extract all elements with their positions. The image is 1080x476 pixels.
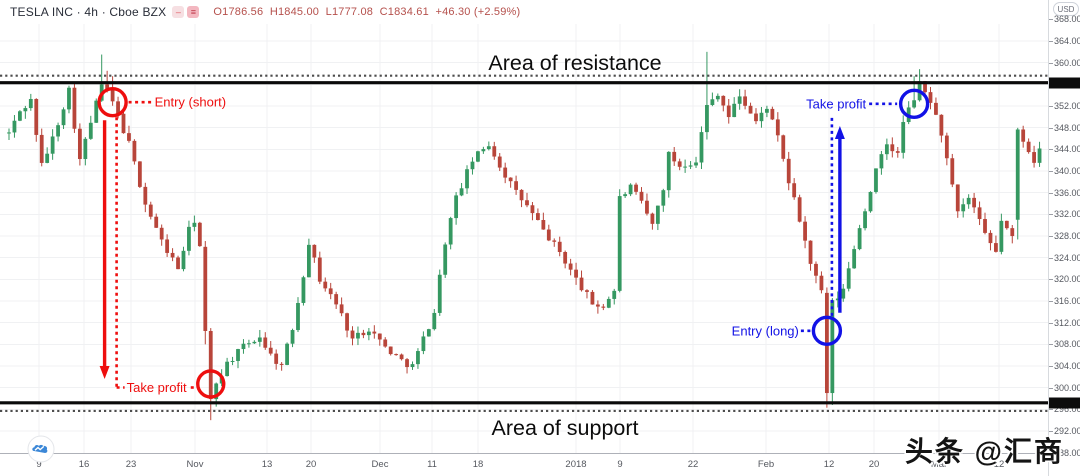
ohlc-readout: O1786.56 H1845.00 L1777.08 C1834.61 +46.… (213, 6, 521, 18)
time-axis-label: 18 (472, 459, 484, 470)
time-axis-label: 20 (305, 459, 317, 470)
short-arrow-head (99, 366, 110, 379)
tradingview-logo[interactable] (27, 435, 55, 463)
grid-lines (0, 24, 1048, 453)
drawing-annotations[interactable]: Area of resistance Area of support Entry (… (97, 51, 930, 440)
time-axis-label: Dec (371, 459, 389, 470)
price-axis-label: 344.00 (1054, 144, 1080, 155)
time-axis-label: 2018 (565, 459, 587, 470)
time-axis-label: 11 (427, 459, 437, 470)
price-tick (1049, 62, 1053, 64)
price-tick (1049, 322, 1053, 324)
level-price-tag (1049, 397, 1080, 409)
price-tick (1049, 409, 1053, 411)
take-profit-long-circle (898, 88, 930, 120)
chart-canvas[interactable]: Area of resistance Area of support Entry (… (0, 0, 1048, 453)
price-axis-label: 336.00 (1054, 187, 1080, 198)
time-axis-label: 16 (78, 459, 90, 470)
price-tick (1049, 192, 1053, 194)
time-axis-label: 22 (687, 459, 699, 470)
time-axis-label: 13 (261, 459, 273, 470)
price-axis-label: 300.00 (1054, 382, 1080, 393)
watermark-text: 头条 @汇商 (904, 436, 1064, 467)
time-axis-label: Mar (930, 459, 948, 470)
entry-short-circle (97, 87, 128, 118)
price-tick (1049, 236, 1053, 237)
list-chip-icon[interactable]: ≡ (187, 6, 200, 18)
price-axis-label: 364.00 (1054, 36, 1080, 46)
time-axis-label: 23 (125, 459, 137, 470)
price-axis-label: 368.00 (1054, 14, 1080, 25)
price-tick (1049, 257, 1053, 259)
price-tick (1049, 127, 1053, 129)
price-tick (1049, 387, 1053, 389)
price-axis-label: 304.00 (1054, 361, 1080, 371)
support-resistance-lines[interactable] (0, 74, 1048, 413)
currency-toggle[interactable]: USD (1053, 2, 1079, 16)
price-axis[interactable]: USD 288.00 292.00 296.00 300.00 304.00 308.00… (1048, 0, 1080, 476)
time-axis-label: 20 (868, 459, 880, 470)
take-profit-short-label: Take profit (127, 380, 187, 395)
minus-chip-icon[interactable]: – (172, 6, 185, 18)
price-axis-label: 348.00 (1054, 122, 1080, 133)
price-axis-label: 312.00 (1054, 317, 1080, 328)
price-tick (1049, 452, 1053, 454)
price-axis-label: 360.00 (1054, 57, 1080, 68)
time-axis-label: 12 (993, 459, 1005, 470)
time-axis-label: 9 (36, 459, 42, 470)
chart-header: TESLA INC · 4h · Cboe BZX – ≡ O1786.56 H… (0, 0, 1048, 24)
price-axis-label: 352.00 (1054, 101, 1080, 111)
price-axis-label: 320.00 (1054, 274, 1080, 285)
take-profit-short-circle (196, 369, 226, 399)
price-tick (1049, 301, 1053, 302)
price-axis-label: 296.00 (1054, 404, 1080, 415)
price-tick (1049, 171, 1053, 172)
price-tick (1049, 344, 1053, 346)
support-title: Area of support (491, 416, 638, 440)
price-tick (1049, 19, 1053, 21)
time-axis-label: Feb (757, 459, 775, 470)
price-axis-label: 316.00 (1054, 296, 1080, 306)
symbol-title[interactable]: TESLA INC · 4h · Cboe BZX (10, 5, 167, 19)
time-axis-label: Nov (186, 459, 204, 470)
price-tick (1049, 41, 1053, 42)
long-arrow-head (834, 126, 845, 139)
price-axis-label: 308.00 (1054, 339, 1080, 350)
time-axis-label: 12 (823, 459, 835, 470)
price-axis-label: 288.00 (1054, 447, 1080, 458)
price-tick (1049, 106, 1053, 107)
entry-long-circle (811, 315, 843, 346)
price-axis-label: 332.00 (1054, 209, 1080, 220)
price-tick (1049, 149, 1053, 151)
time-axis-label: 9 (617, 459, 623, 470)
price-tick (1049, 366, 1053, 367)
price-axis-label: 328.00 (1054, 231, 1080, 241)
take-profit-long-label: Take profit (806, 96, 866, 111)
price-axis-label: 340.00 (1054, 166, 1080, 176)
entry-long-label: Entry (long) (732, 323, 799, 338)
level-price-tag (1049, 77, 1080, 89)
price-axis-label: 324.00 (1054, 252, 1080, 263)
price-axis-label: 292.00 (1054, 426, 1080, 436)
entry-short-label: Entry (short) (155, 95, 227, 110)
price-tick (1049, 214, 1053, 216)
resistance-title: Area of resistance (488, 51, 661, 75)
price-tick (1049, 279, 1053, 281)
candlestick-series (7, 51, 1042, 421)
price-tick (1049, 431, 1053, 432)
